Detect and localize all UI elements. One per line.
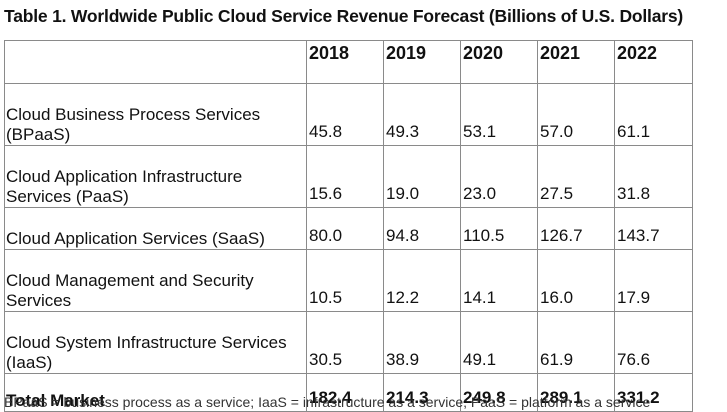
forecast-table: 2018 2019 2020 2021 2022 Cloud Business … (4, 40, 693, 412)
table-row: Cloud System Infrastructure Services (Ia… (4, 311, 693, 374)
cell-value: 53.1 (460, 83, 538, 146)
header-row: 2018 2019 2020 2021 2022 (4, 40, 693, 84)
header-cell-2018: 2018 (306, 40, 384, 84)
row-label-saas: Cloud Application Services (SaaS) (4, 207, 307, 250)
cell-value: 14.1 (460, 249, 538, 312)
header-cell-2020: 2020 (460, 40, 538, 84)
table-footnote: BPaaS = business process as a service; I… (4, 394, 651, 410)
cell-value: 45.8 (306, 83, 384, 146)
cell-value: 12.2 (383, 249, 461, 312)
cell-value: 110.5 (460, 207, 538, 250)
cell-value: 10.5 (306, 249, 384, 312)
table-title: Table 1. Worldwide Public Cloud Service … (4, 6, 684, 26)
header-cell-2019: 2019 (383, 40, 461, 84)
cell-value: 57.0 (537, 83, 615, 146)
cell-value: 49.3 (383, 83, 461, 146)
cell-value: 30.5 (306, 311, 384, 374)
cell-value: 126.7 (537, 207, 615, 250)
row-label-iaas: Cloud System Infrastructure Services (Ia… (4, 311, 307, 374)
header-cell-2021: 2021 (537, 40, 615, 84)
row-label-bpaas: Cloud Business Process Services (BPaaS) (4, 83, 307, 146)
header-cell-2022: 2022 (614, 40, 693, 84)
cell-value: 143.7 (614, 207, 693, 250)
table-row: Cloud Management and Security Services 1… (4, 249, 693, 312)
table-row: Cloud Business Process Services (BPaaS) … (4, 83, 693, 146)
cell-value: 17.9 (614, 249, 693, 312)
cell-value: 76.6 (614, 311, 693, 374)
cell-value: 16.0 (537, 249, 615, 312)
cell-value: 80.0 (306, 207, 384, 250)
cell-value: 23.0 (460, 145, 538, 208)
header-cell-empty (4, 40, 307, 84)
cell-value: 61.1 (614, 83, 693, 146)
cell-value: 49.1 (460, 311, 538, 374)
cell-value: 94.8 (383, 207, 461, 250)
cell-value: 15.6 (306, 145, 384, 208)
cell-value: 31.8 (614, 145, 693, 208)
row-label-management-security: Cloud Management and Security Services (4, 249, 307, 312)
table-row: Cloud Application Services (SaaS) 80.0 9… (4, 207, 693, 250)
cell-value: 27.5 (537, 145, 615, 208)
table-row: Cloud Application Infrastructure Service… (4, 145, 693, 208)
cell-value: 38.9 (383, 311, 461, 374)
cell-value: 19.0 (383, 145, 461, 208)
cell-value: 61.9 (537, 311, 615, 374)
row-label-paas: Cloud Application Infrastructure Service… (4, 145, 307, 208)
